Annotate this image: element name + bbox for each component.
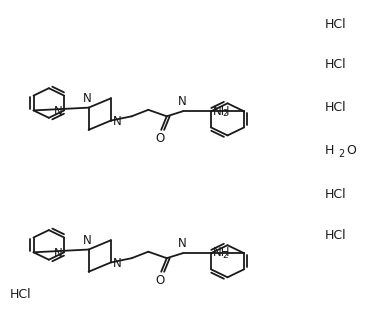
Text: HCl: HCl — [325, 18, 347, 31]
Text: N: N — [53, 247, 62, 260]
Text: H: H — [325, 144, 334, 157]
Text: N: N — [83, 93, 92, 106]
Text: 2: 2 — [223, 251, 229, 260]
Text: 2: 2 — [223, 109, 229, 118]
Text: N: N — [178, 237, 187, 250]
Text: HCl: HCl — [325, 58, 347, 71]
Text: N: N — [83, 234, 92, 247]
Text: HCl: HCl — [10, 288, 32, 301]
Text: HCl: HCl — [325, 101, 347, 114]
Text: NH: NH — [213, 105, 231, 117]
Text: O: O — [347, 144, 356, 157]
Text: O: O — [156, 273, 165, 287]
Text: N: N — [113, 257, 121, 270]
Text: NH: NH — [213, 246, 231, 259]
Text: HCl: HCl — [325, 229, 347, 242]
Text: N: N — [178, 95, 187, 108]
Text: O: O — [156, 132, 165, 145]
Text: N: N — [113, 115, 121, 128]
Text: 2: 2 — [338, 149, 344, 159]
Text: N: N — [53, 105, 62, 118]
Text: HCl: HCl — [325, 187, 347, 201]
